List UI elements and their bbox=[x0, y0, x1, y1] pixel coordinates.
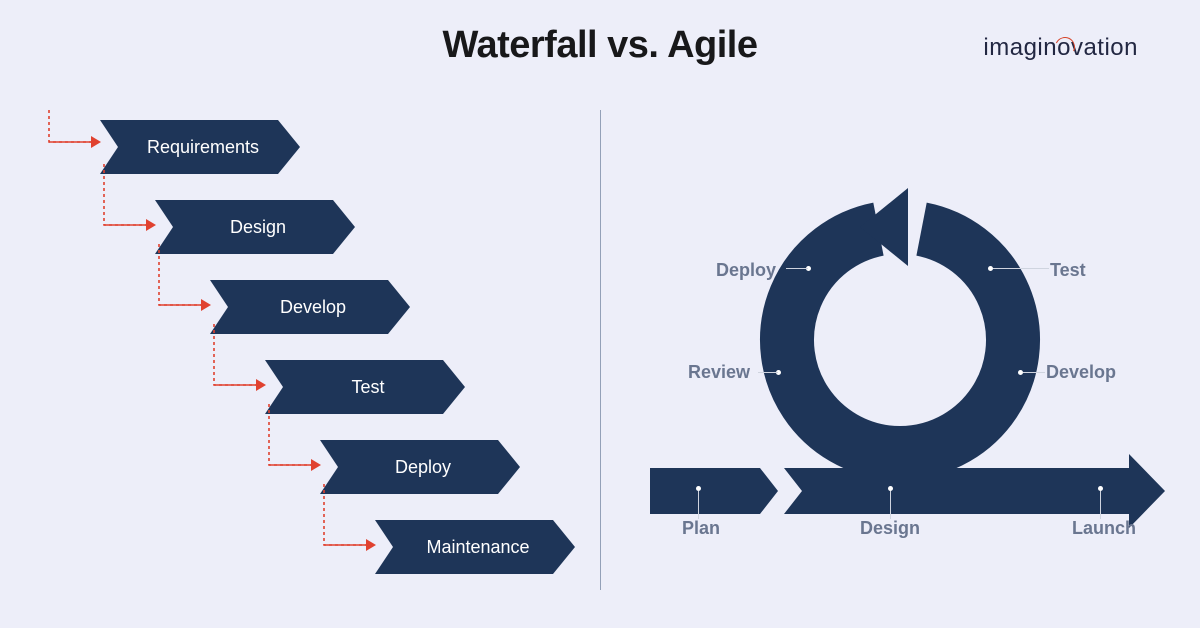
agile-stage-label: Plan bbox=[682, 518, 720, 539]
logo-text-post: vation bbox=[1071, 34, 1138, 61]
step-point-icon bbox=[553, 520, 575, 574]
agile-stage-label: Deploy bbox=[716, 260, 776, 281]
vertical-divider bbox=[600, 110, 601, 590]
agile-stage-label: Develop bbox=[1046, 362, 1116, 383]
waterfall-step-label: Maintenance bbox=[393, 520, 553, 574]
agile-tick bbox=[758, 372, 778, 373]
waterfall-connector bbox=[210, 324, 270, 400]
agile-stage-label: Test bbox=[1050, 260, 1086, 281]
logo-accent-o: o bbox=[1057, 34, 1071, 62]
step-point-icon bbox=[388, 280, 410, 334]
agile-stage-label: Design bbox=[860, 518, 920, 539]
logo-text-pre: imagin bbox=[983, 34, 1057, 61]
agile-tick bbox=[698, 491, 699, 519]
agile-tick bbox=[786, 268, 808, 269]
waterfall-connector bbox=[45, 110, 105, 157]
waterfall-connector bbox=[100, 164, 160, 240]
step-notch-icon bbox=[375, 520, 393, 574]
waterfall-diagram: RequirementsDesignDevelopTestDeployMaint… bbox=[0, 110, 580, 610]
page-title: Waterfall vs. Agile bbox=[442, 24, 757, 67]
agile-ring bbox=[787, 229, 1013, 453]
agile-diagram: Plan Design Launch Review Deploy Test Develop bbox=[620, 110, 1180, 610]
agile-stage-label: Launch bbox=[1072, 518, 1136, 539]
step-point-icon bbox=[498, 440, 520, 494]
agile-stage-label: Review bbox=[688, 362, 750, 383]
waterfall-step: Maintenance bbox=[375, 520, 575, 574]
agile-tick bbox=[1023, 372, 1045, 373]
agile-tick bbox=[993, 268, 1049, 269]
agile-tick bbox=[890, 491, 891, 519]
waterfall-connector bbox=[265, 404, 325, 480]
step-point-icon bbox=[443, 360, 465, 414]
step-point-icon bbox=[278, 120, 300, 174]
agile-arrow-segment bbox=[650, 468, 778, 514]
waterfall-connector bbox=[320, 484, 380, 560]
waterfall-connector bbox=[155, 244, 215, 320]
step-point-icon bbox=[333, 200, 355, 254]
brand-logo: imaginovation bbox=[983, 34, 1138, 62]
agile-tick bbox=[1100, 491, 1101, 519]
